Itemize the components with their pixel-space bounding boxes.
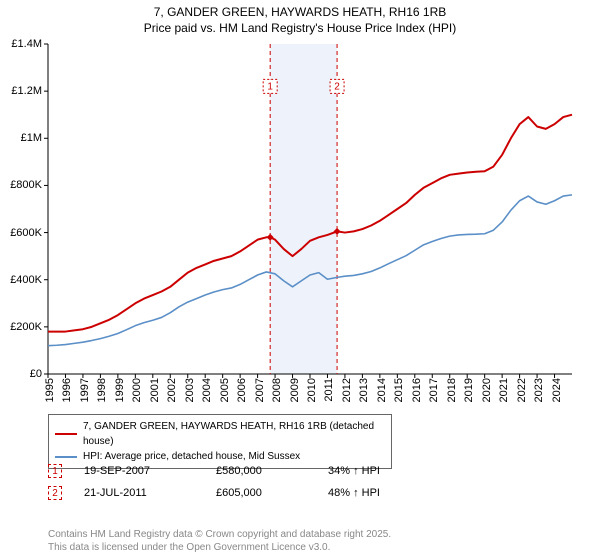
x-tick-label: 2000 [131, 378, 143, 402]
x-tick-label: 2012 [341, 378, 353, 402]
legend-item: 7, GANDER GREEN, HAYWARDS HEATH, RH16 1R… [55, 419, 385, 449]
sale-hpi: 48% ↑ HPI [328, 487, 418, 499]
x-tick-label: 2003 [184, 378, 196, 402]
sale-date: 21-JUL-2011 [84, 487, 194, 499]
x-tick-label: 2019 [463, 378, 475, 402]
x-tick-label: 2016 [411, 378, 423, 402]
y-axis: £0£200K£400K£600K£800K£1M£1.2M£1.4M [2, 44, 46, 374]
y-tick-label: £200K [10, 321, 42, 333]
x-tick-label: 2017 [428, 378, 440, 402]
x-tick-label: 2014 [376, 378, 388, 402]
x-tick-label: 2008 [271, 378, 283, 402]
x-tick-label: 2004 [201, 378, 213, 402]
sale-hpi: 34% ↑ HPI [328, 465, 418, 477]
y-tick-label: £600K [10, 227, 42, 239]
y-tick-label: £0 [30, 368, 42, 380]
y-tick-label: £1.2M [11, 85, 42, 97]
x-tick-label: 2002 [166, 378, 178, 402]
title-line-2: Price paid vs. HM Land Registry's House … [0, 20, 600, 36]
y-tick-label: £1M [21, 132, 42, 144]
plot-area: 12 [48, 44, 572, 374]
sale-row: 2 21-JUL-2011 £605,000 48% ↑ HPI [48, 482, 572, 504]
x-tick-label: 1999 [114, 378, 126, 402]
x-tick-label: 1998 [96, 378, 108, 402]
x-tick-label: 2001 [149, 378, 161, 402]
sale-price: £605,000 [216, 487, 306, 499]
chart-container: 7, GANDER GREEN, HAYWARDS HEATH, RH16 1R… [0, 0, 600, 560]
legend-label: 7, GANDER GREEN, HAYWARDS HEATH, RH16 1R… [83, 419, 385, 449]
x-tick-label: 2011 [323, 378, 335, 402]
footer-attribution: Contains HM Land Registry data © Crown c… [48, 528, 391, 554]
footer-line-2: This data is licensed under the Open Gov… [48, 541, 391, 554]
plot-svg: 12 [48, 44, 572, 374]
footer-line-1: Contains HM Land Registry data © Crown c… [48, 528, 391, 541]
x-tick-label: 2018 [446, 378, 458, 402]
x-tick-label: 2006 [236, 378, 248, 402]
x-tick-label: 2015 [393, 378, 405, 402]
x-tick-label: 2013 [358, 378, 370, 402]
sale-price: £580,000 [216, 465, 306, 477]
svg-text:1: 1 [267, 81, 273, 92]
x-tick-label: 2024 [551, 378, 563, 402]
x-tick-label: 2005 [219, 378, 231, 402]
sale-date: 19-SEP-2007 [84, 465, 194, 477]
chart-title: 7, GANDER GREEN, HAYWARDS HEATH, RH16 1R… [0, 0, 600, 36]
vline-badge: 2 [330, 79, 344, 93]
sale-badge: 2 [48, 486, 62, 500]
title-line-1: 7, GANDER GREEN, HAYWARDS HEATH, RH16 1R… [0, 4, 600, 20]
legend-swatch [55, 456, 77, 458]
x-tick-label: 1997 [79, 378, 91, 402]
svg-text:2: 2 [334, 81, 340, 92]
sale-badge: 1 [48, 464, 62, 478]
x-tick-label: 1996 [61, 378, 73, 402]
x-tick-label: 2023 [533, 378, 545, 402]
legend-swatch [55, 433, 77, 435]
x-tick-label: 2020 [481, 378, 493, 402]
y-tick-label: £1.4M [11, 38, 42, 50]
x-axis: 1995199619971998199920002001200220032004… [48, 378, 572, 418]
x-tick-label: 2007 [254, 378, 266, 402]
x-tick-label: 1995 [44, 378, 56, 402]
sale-row: 1 19-SEP-2007 £580,000 34% ↑ HPI [48, 460, 572, 482]
x-tick-label: 2021 [498, 378, 510, 402]
vline-badge: 1 [263, 79, 277, 93]
sale-list: 1 19-SEP-2007 £580,000 34% ↑ HPI 2 21-JUL-201… [48, 460, 572, 504]
y-tick-label: £800K [10, 179, 42, 191]
x-tick-label: 2009 [289, 378, 301, 402]
y-tick-label: £400K [10, 274, 42, 286]
x-tick-label: 2022 [516, 378, 528, 402]
x-tick-label: 2010 [306, 378, 318, 402]
